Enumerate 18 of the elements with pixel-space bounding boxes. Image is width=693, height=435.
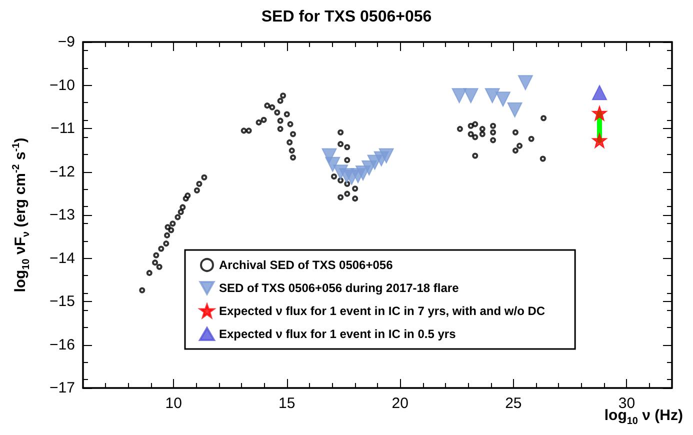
legend-label: Archival SED of TXS 0506+056 xyxy=(219,258,394,272)
y-tick-label: −11 xyxy=(50,120,75,137)
legend-label: Expected ν flux for 1 event in IC in 0.5 yrs xyxy=(219,327,456,341)
x-tick-label: 20 xyxy=(392,395,408,412)
y-tick-label: −10 xyxy=(50,76,75,94)
legend-label: SED of TXS 0506+056 during 2017-18 flare xyxy=(219,281,460,295)
y-tick-label: −12 xyxy=(50,163,75,180)
y-tick-label: −17 xyxy=(50,380,75,396)
x-tick-label: 25 xyxy=(505,395,522,412)
x-tick-label: 10 xyxy=(165,395,182,412)
y-tick-label: −15 xyxy=(50,293,75,310)
x-tick-label: 15 xyxy=(278,395,296,412)
legend-label: Expected ν flux for 1 event in IC in 7 yrs, with and w/o DC xyxy=(219,304,546,318)
y-tick-label: −13 xyxy=(50,206,75,224)
y-tick-label: −9 xyxy=(58,34,75,50)
y-tick-label: −14 xyxy=(50,250,75,267)
chart-title: SED for TXS 0506+056 xyxy=(261,8,432,26)
y-tick-label: −16 xyxy=(50,336,75,354)
